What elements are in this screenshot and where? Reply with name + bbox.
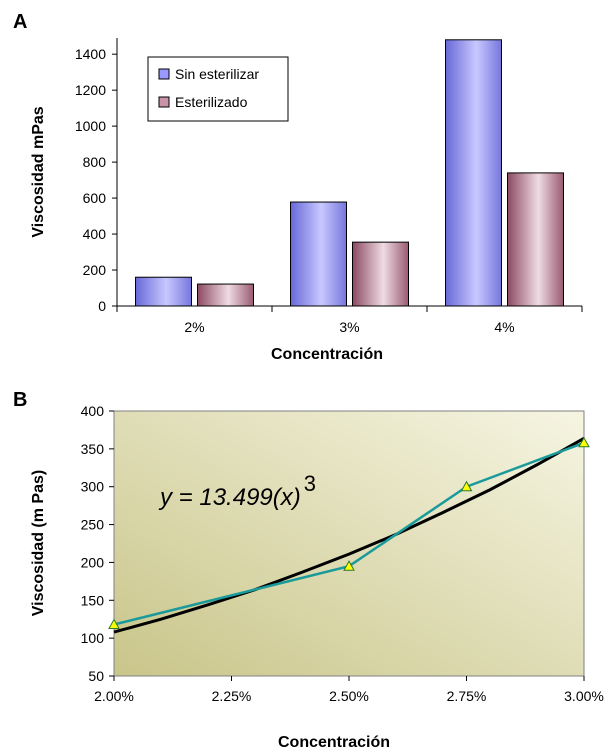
panel-label-a: A xyxy=(13,11,27,33)
bar-esterilizado-0 xyxy=(197,283,254,307)
y-tick-label: 1000 xyxy=(75,118,106,134)
x-tick-label: 2.75% xyxy=(447,688,487,704)
legend-swatch-sin-esterilizar xyxy=(158,68,170,80)
x-tick-label: 3% xyxy=(339,319,359,335)
bar-sin-esterilizar-0 xyxy=(135,276,192,307)
x-tick-label: 2.50% xyxy=(329,688,369,704)
legend: Sin esterilizar Esterilizado xyxy=(147,56,289,122)
legend-box xyxy=(147,56,289,122)
y-tick-label: 50 xyxy=(88,668,104,684)
x-tick-label: 3.00% xyxy=(564,688,604,704)
y-axis-ticks: 50 100 150 200 250 300 350 400 xyxy=(81,403,114,684)
x-tick-label: 2.00% xyxy=(94,688,134,704)
legend-label-sin-esterilizar: Sin esterilizar xyxy=(175,66,259,82)
data-point-3 xyxy=(578,436,590,448)
series-lines xyxy=(113,436,585,634)
y-tick-label: 800 xyxy=(83,154,107,170)
x-tick-label: 2% xyxy=(184,319,204,335)
x-axis-ticks: 2.00% 2.25% 2.50% 2.75% 3.00% xyxy=(94,676,604,704)
x-axis-ticks: 2% 3% 4% xyxy=(116,306,583,335)
legend-swatch-esterilizado xyxy=(158,96,170,108)
y-tick-label: 300 xyxy=(81,479,105,495)
equation-exponent: 3 xyxy=(304,471,316,496)
legend-label-esterilizado: Esterilizado xyxy=(175,94,248,110)
chart-b: B 50 100 150 200 250 300 350 400 2.00% 2.25% 2.50… xyxy=(13,389,604,751)
x-axis-title: Concentración xyxy=(278,734,390,751)
y-axis-title: Viscosidad mPas xyxy=(30,106,47,237)
y-tick-label: 200 xyxy=(81,554,105,570)
y-axis-ticks: 0 200 400 600 800 1000 1200 1400 xyxy=(75,46,117,314)
series-markers xyxy=(108,436,590,630)
series-line-measured xyxy=(113,441,585,626)
data-point-1 xyxy=(343,560,355,571)
y-tick-label: 250 xyxy=(81,517,105,533)
y-tick-label: 1400 xyxy=(75,46,106,62)
plot-area xyxy=(113,410,585,677)
bar-esterilizado-1 xyxy=(352,241,409,307)
chart-a: A 0 200 400 600 800 1000 1200 1400 2% 3% 4% Conce… xyxy=(13,11,583,363)
y-tick-label: 200 xyxy=(83,262,107,278)
x-axis-title: Concentración xyxy=(271,346,383,363)
bar-sin-esterilizar-1 xyxy=(290,201,347,307)
axes xyxy=(116,38,582,307)
x-tick-label: 4% xyxy=(494,319,514,335)
y-tick-label: 400 xyxy=(81,403,105,419)
y-tick-label: 400 xyxy=(83,226,107,242)
bar-group xyxy=(135,39,564,307)
y-tick-label: 100 xyxy=(81,630,105,646)
equation-text: y = 13.499(x) xyxy=(158,484,301,511)
y-axis-title: Viscosidad (m Pas) xyxy=(30,470,47,616)
data-point-0 xyxy=(108,618,120,630)
series-line-fit xyxy=(113,436,585,634)
y-tick-label: 1200 xyxy=(75,82,106,98)
y-tick-label: 150 xyxy=(81,592,105,608)
x-tick-label: 2.25% xyxy=(212,688,252,704)
y-tick-label: 0 xyxy=(98,298,106,314)
equation-annotation: y = 13.499(x)3 xyxy=(158,471,316,511)
bar-esterilizado-2 xyxy=(507,172,564,307)
data-point-2 xyxy=(460,480,473,492)
bar-sin-esterilizar-2 xyxy=(445,39,502,307)
y-tick-label: 350 xyxy=(81,441,105,457)
y-tick-label: 600 xyxy=(83,190,107,206)
panel-label-b: B xyxy=(13,389,27,411)
